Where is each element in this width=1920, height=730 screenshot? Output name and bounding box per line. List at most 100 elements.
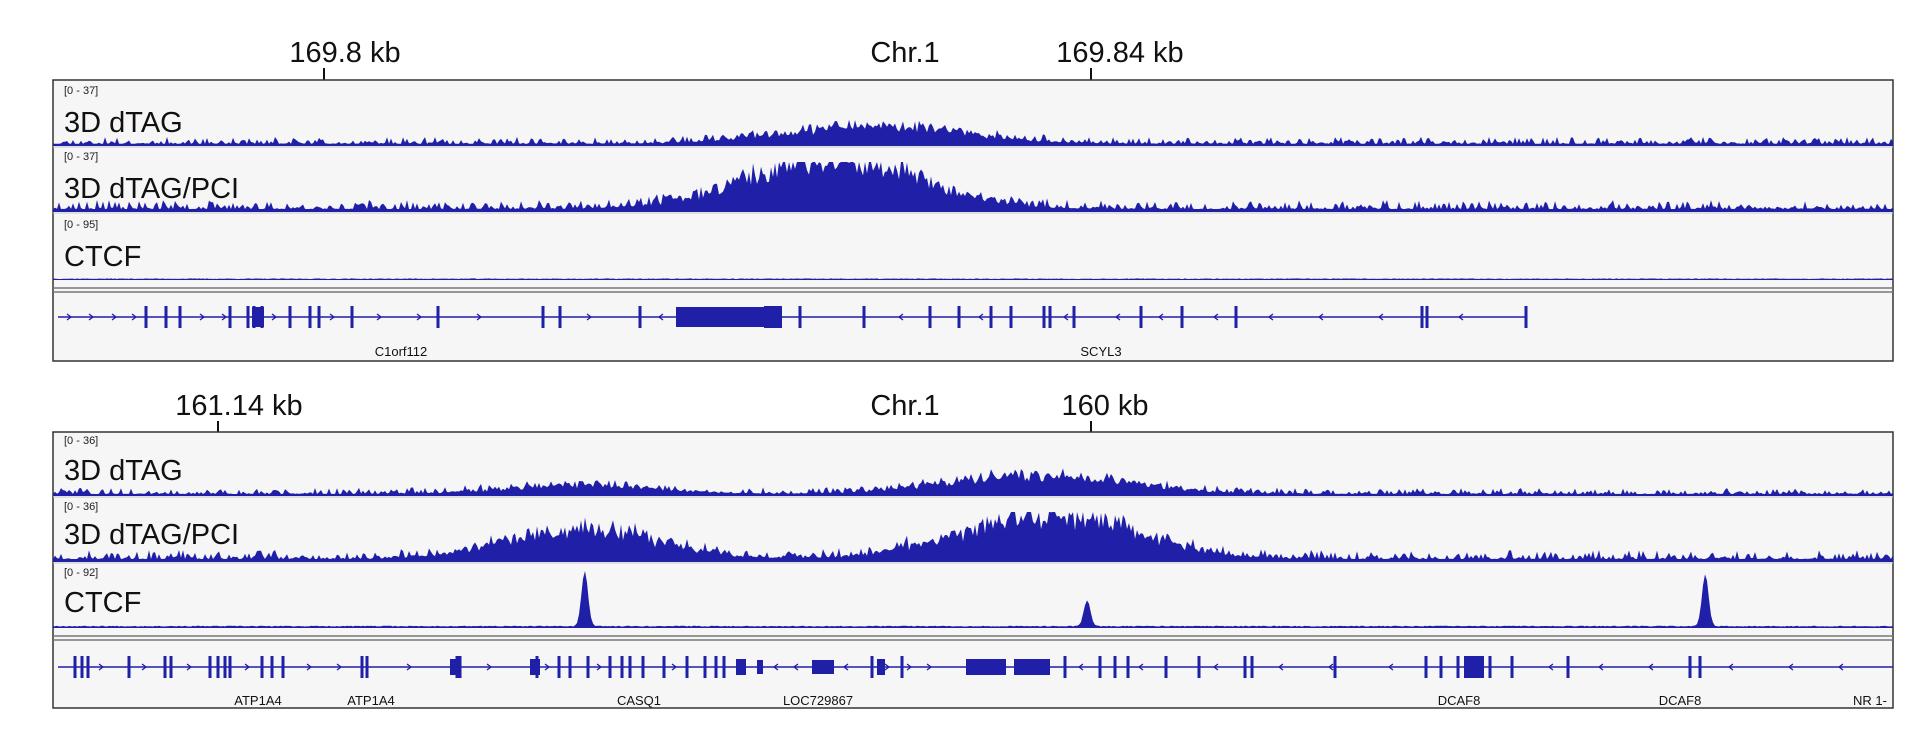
strand-arrow — [657, 313, 664, 321]
gene-exon — [208, 656, 212, 678]
gene-exon — [1510, 656, 1514, 678]
track-ctcf: [0 - 92] CTCF — [53, 567, 1893, 628]
gene-exon — [1488, 656, 1492, 678]
strand-arrow — [596, 663, 603, 671]
gene-exon — [900, 656, 904, 678]
gene-exon — [270, 656, 274, 678]
gene-exon — [360, 656, 364, 678]
gene-exon — [260, 656, 264, 678]
signal-3d-dtag-pci — [53, 162, 1893, 212]
gene-exon — [862, 306, 866, 328]
signal-ctcf — [53, 278, 1893, 280]
signal-3d-dtag-pci — [53, 512, 1893, 562]
strand-arrow — [1267, 313, 1274, 321]
strand-arrow — [1114, 313, 1121, 321]
gene-exon — [223, 656, 227, 678]
panel-frame — [52, 79, 1894, 362]
gene-exon-block — [966, 659, 1006, 675]
gene-label: ATP1A4 — [347, 693, 394, 708]
ruler-tick-label: 161.14 kb — [175, 390, 302, 422]
strand-arrow — [732, 313, 739, 321]
gene-exon — [1439, 656, 1443, 678]
strand-arrow — [271, 313, 278, 321]
gene-exon — [928, 306, 932, 328]
gene-exon — [1420, 306, 1424, 328]
strand-arrow — [406, 663, 413, 671]
strand-arrow — [376, 313, 383, 321]
gene-exon — [989, 306, 993, 328]
strand-arrow — [671, 663, 678, 671]
strand-arrow — [1547, 663, 1554, 671]
gene-exon — [608, 656, 612, 678]
gene-exon — [568, 656, 572, 678]
strand-arrow — [416, 313, 423, 321]
gene-exon — [1098, 656, 1102, 678]
ruler-tick-label: 169.8 kb — [289, 37, 400, 69]
strand-arrow — [1062, 313, 1069, 321]
ruler-1: 169.8 kb Chr.1 169.84 kb — [289, 37, 1184, 80]
strand-arrow — [1317, 313, 1324, 321]
gene-exon-block — [1464, 656, 1484, 678]
strand-arrow — [141, 663, 148, 671]
strand-arrow — [1277, 663, 1284, 671]
strand-arrow — [186, 663, 193, 671]
gene-exon — [685, 656, 689, 678]
gene-exon — [1009, 306, 1013, 328]
strand-arrow — [66, 313, 73, 321]
track-name: 3D dTAG — [64, 455, 183, 487]
strand-arrow — [486, 663, 493, 671]
track-ctcf: [0 - 95] CTCF — [53, 219, 1893, 280]
strand-arrow — [221, 313, 228, 321]
gene-exon — [1164, 656, 1168, 678]
ruler-2: 161.14 kb Chr.1 160 kb — [175, 390, 1149, 432]
gene-exon — [86, 656, 90, 678]
gene-exon-block — [812, 660, 834, 674]
strand-arrow — [306, 663, 313, 671]
track-3d-dtag-pci: [0 - 37] 3D dTAG/PCI — [53, 151, 1893, 212]
gene-label: NR 1- — [1853, 693, 1887, 708]
gene-exon — [1524, 306, 1528, 328]
track-name: CTCF — [64, 241, 141, 273]
strand-arrow — [926, 663, 933, 671]
track-range: [0 - 36] — [64, 501, 98, 513]
gene-label: DCAF8 — [1659, 693, 1702, 708]
track-3d-dtag: [0 - 37] 3D dTAG — [53, 85, 1893, 146]
track-range: [0 - 92] — [64, 567, 98, 579]
gene-exon — [1333, 656, 1337, 678]
chromosome-label: Chr.1 — [870, 37, 939, 69]
gene-exon — [288, 306, 292, 328]
gene-exon — [1042, 306, 1046, 328]
gene-exon — [620, 656, 624, 678]
chromosome-label: Chr.1 — [870, 390, 939, 422]
gene-exon — [246, 306, 250, 328]
gene-exon — [436, 306, 440, 328]
strand-arrow — [906, 663, 913, 671]
strand-arrow — [1597, 663, 1604, 671]
gene-exon — [228, 656, 232, 678]
gene-exon — [1048, 306, 1052, 328]
gene-exon — [1424, 656, 1428, 678]
strand-arrow — [897, 313, 904, 321]
gene-exon-block — [252, 307, 264, 327]
gene-exon — [216, 656, 220, 678]
gene-track-1: C1orf112 SCYL3 — [58, 306, 1528, 359]
strand-arrow — [1157, 313, 1164, 321]
strand-arrow — [1837, 663, 1844, 671]
gene-exon-block — [736, 659, 746, 675]
gene-track-2: ATP1A4 ATP1A4 CASQ1 LOC729867 DCAF8 DCAF… — [58, 656, 1893, 708]
gene-exon — [628, 656, 632, 678]
strand-arrow — [1137, 663, 1144, 671]
strand-arrow — [586, 313, 593, 321]
gene-exon — [1063, 656, 1067, 678]
gene-exon — [1072, 306, 1076, 328]
panel-1: 169.8 kb Chr.1 169.84 kb [0 - 37] 3D dTA… — [52, 37, 1894, 362]
ruler-tick-label: 169.84 kb — [1056, 37, 1183, 69]
gene-exon-block — [1014, 659, 1050, 675]
gene-exon — [458, 656, 462, 678]
gene-exon — [127, 656, 131, 678]
gene-exon — [178, 306, 182, 328]
strand-arrow — [544, 663, 551, 671]
gene-exon — [703, 656, 707, 678]
gene-exon — [957, 306, 961, 328]
gene-exon — [80, 656, 84, 678]
